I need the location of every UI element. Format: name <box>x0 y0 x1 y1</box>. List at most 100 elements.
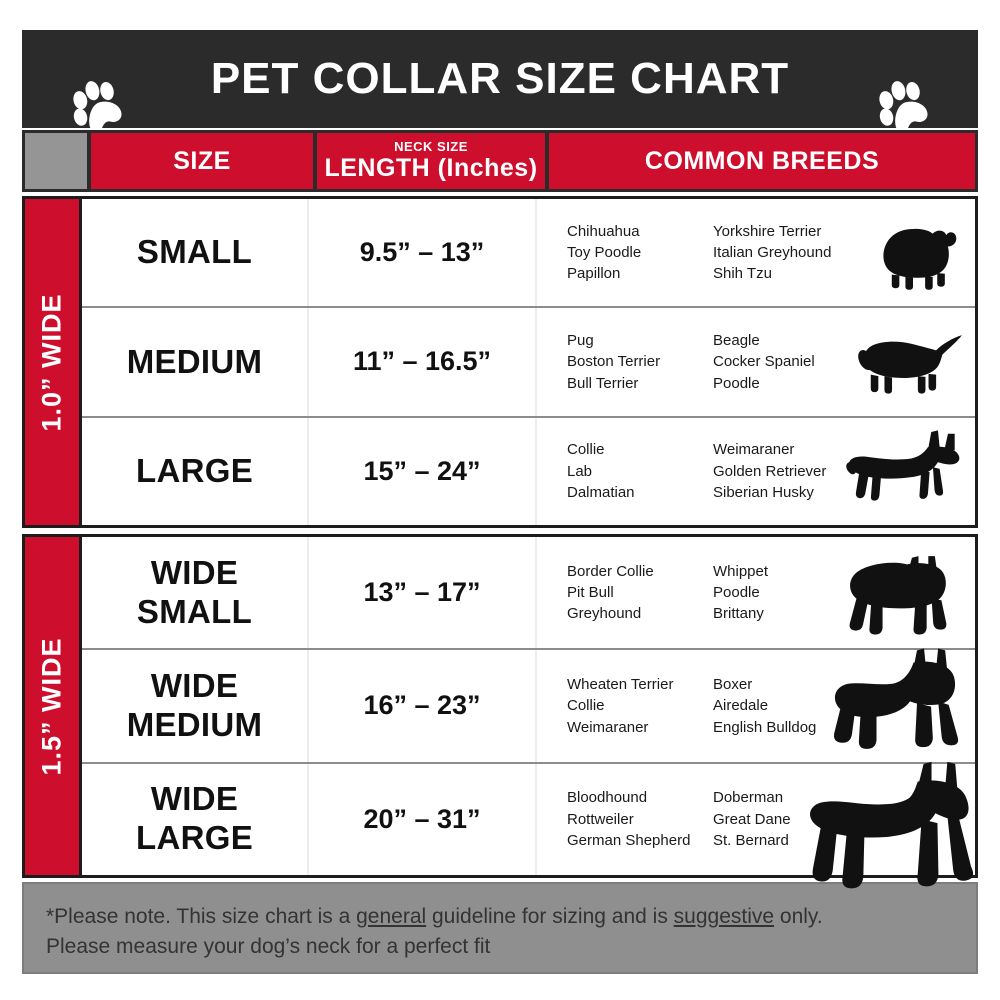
breed-item: Doberman <box>713 789 784 807</box>
cell-breeds: Border Collie Pit Bull Greyhound Whippet… <box>537 537 975 648</box>
breed-item: Papillon <box>567 265 621 283</box>
footer-text-3: only. <box>774 905 823 928</box>
breed-item: Pug <box>567 332 594 350</box>
breed-item: Great Dane <box>713 810 791 828</box>
footer-note: *Please note. This size chart is a gener… <box>22 882 978 974</box>
length-value: 13” – 17” <box>363 577 481 608</box>
footer-emphasis-general: general <box>356 905 427 928</box>
breed-list-column-2: Yorkshire Terrier Italian Greyhound Shih… <box>713 221 863 285</box>
size-label: WIDE MEDIUM <box>126 667 263 743</box>
breed-item: Rottweiler <box>567 810 634 828</box>
breed-list-column-2: Whippet Poodle Brittany <box>713 561 863 625</box>
cell-length: 16” – 23” <box>309 650 537 762</box>
breed-item: Siberian Husky <box>713 483 814 501</box>
column-header-size: SIZE <box>91 133 313 189</box>
breed-item: Brittany <box>713 605 764 623</box>
size-label: MEDIUM <box>126 342 263 380</box>
breed-list-column-1: Collie Lab Dalmatian <box>567 439 707 503</box>
breed-item: German Shepherd <box>567 831 691 849</box>
breed-list-column-2: Boxer Airedale English Bulldog <box>713 674 863 738</box>
cell-size: MEDIUM <box>82 308 309 416</box>
cell-size: LARGE <box>82 417 309 525</box>
breed-item: Cocker Spaniel <box>713 353 815 371</box>
breed-item: Dalmatian <box>567 483 635 501</box>
breed-list-column-2: Weimaraner Golden Retriever Siberian Hus… <box>713 439 863 503</box>
cell-length: 9.5” – 13” <box>309 199 537 307</box>
column-header-breeds: COMMON BREEDS <box>549 133 975 189</box>
group-label-text: 1.5” WIDE <box>36 636 67 776</box>
cell-length: 15” – 24” <box>309 417 537 525</box>
breed-list-column-1: Bloodhound Rottweiler German Shepherd <box>567 787 707 851</box>
breed-list-column-2: Doberman Great Dane St. Bernard <box>713 787 863 851</box>
breed-item: Boxer <box>713 676 753 694</box>
footer-text-1: *Please note. This size chart is a <box>46 905 357 928</box>
breed-item: Poodle <box>713 584 760 602</box>
footer-text-2: guideline for sizing and is <box>426 905 674 928</box>
column-header-breeds-label: COMMON BREEDS <box>644 146 880 175</box>
breed-item: Collie <box>567 697 605 715</box>
breed-item: Lab <box>567 462 593 480</box>
breed-item: Yorkshire Terrier <box>713 222 822 240</box>
breed-item: Airedale <box>713 697 769 715</box>
group-label-1-5-wide: 1.5” WIDE <box>25 537 79 875</box>
size-group-1-5-wide: 1.5” WIDE WIDE SMALL 13” – 17” Border Co… <box>22 534 978 889</box>
table-row: WIDE SMALL 13” – 17” Border Collie Pit B… <box>82 537 975 651</box>
small-fluffy-dog-silhouette-icon <box>867 220 959 292</box>
cell-breeds: Collie Lab Dalmatian Weimaraner Golden R… <box>537 418 975 525</box>
breed-list-column-1: Chihuahua Toy Poodle Papillon <box>567 221 707 285</box>
size-label: SMALL <box>136 233 253 271</box>
column-header-length-label: LENGTH (Inches) <box>324 153 538 182</box>
cell-breeds: Pug Boston Terrier Bull Terrier Beagle C… <box>537 308 975 415</box>
group-label-1-0-wide: 1.0” WIDE <box>25 199 79 525</box>
cell-length: 20” – 31” <box>309 763 537 875</box>
chart-title-bar: PET COLLAR SIZE CHART <box>22 30 978 133</box>
table-row: SMALL 9.5” – 13” Chihuahua Toy Poodle Pa… <box>82 199 975 309</box>
length-value: 16” – 23” <box>363 690 481 721</box>
breed-item: Boston Terrier <box>567 353 661 371</box>
cell-length: 11” – 16.5” <box>309 308 537 416</box>
cell-breeds: Bloodhound Rottweiler German Shepherd Do… <box>537 761 975 889</box>
breed-item: St. Bernard <box>713 831 789 849</box>
size-group-1-0-wide: 1.0” WIDE SMALL 9.5” – 13” Chihuahua Toy… <box>22 196 978 528</box>
paw-print-icon <box>872 76 934 138</box>
breed-item: Wheaten Terrier <box>567 676 674 694</box>
beagle-dog-silhouette-icon <box>849 326 967 402</box>
breed-item: Chihuahua <box>567 222 640 240</box>
breed-item: Beagle <box>713 332 760 350</box>
size-label: LARGE <box>136 451 253 489</box>
breed-item: Bull Terrier <box>567 374 639 392</box>
breed-item: Greyhound <box>567 605 642 623</box>
breed-item: Whippet <box>713 562 769 580</box>
page-title: PET COLLAR SIZE CHART <box>210 54 790 103</box>
length-value: 15” – 24” <box>363 455 481 486</box>
table-row: MEDIUM 11” – 16.5” Pug Boston Terrier Bu… <box>82 308 975 418</box>
cell-size: SMALL <box>82 199 309 307</box>
breed-item: Pit Bull <box>567 584 614 602</box>
size-label: WIDE SMALL <box>136 553 253 630</box>
breed-item: Border Collie <box>567 562 654 580</box>
breed-item: Italian Greyhound <box>713 244 832 262</box>
table-header-row: SIZE NECK SIZE LENGTH (Inches) COMMON BR… <box>22 130 978 192</box>
breed-item: Shih Tzu <box>713 265 772 283</box>
footer-emphasis-suggestive: suggestive <box>673 905 775 928</box>
table-row: WIDE LARGE 20” – 31” Bloodhound Rottweil… <box>82 761 975 889</box>
breed-list-column-1: Border Collie Pit Bull Greyhound <box>567 561 707 625</box>
breed-list-column-1: Pug Boston Terrier Bull Terrier <box>567 330 707 394</box>
breed-item: Weimaraner <box>713 441 795 459</box>
cell-size: WIDE LARGE <box>82 763 309 875</box>
footer-line-1: *Please note. This size chart is a gener… <box>46 902 954 932</box>
length-value: 9.5” – 13” <box>359 237 485 268</box>
column-header-length: NECK SIZE LENGTH (Inches) <box>317 133 545 189</box>
length-value: 20” – 31” <box>363 803 481 834</box>
breed-item: Poodle <box>713 374 760 392</box>
length-value: 11” – 16.5” <box>352 346 492 377</box>
breed-item: Toy Poodle <box>567 244 642 262</box>
breed-item: Bloodhound <box>567 789 648 807</box>
group-label-text: 1.0” WIDE <box>36 292 67 432</box>
column-header-size-label: SIZE <box>173 146 231 175</box>
column-header-length-sublabel: NECK SIZE <box>394 138 468 154</box>
table-row: LARGE 15” – 24” Collie Lab Dalmatian Wei… <box>82 417 975 525</box>
breed-list-column-2: Beagle Cocker Spaniel Poodle <box>713 330 863 394</box>
size-label: WIDE LARGE <box>136 780 253 857</box>
